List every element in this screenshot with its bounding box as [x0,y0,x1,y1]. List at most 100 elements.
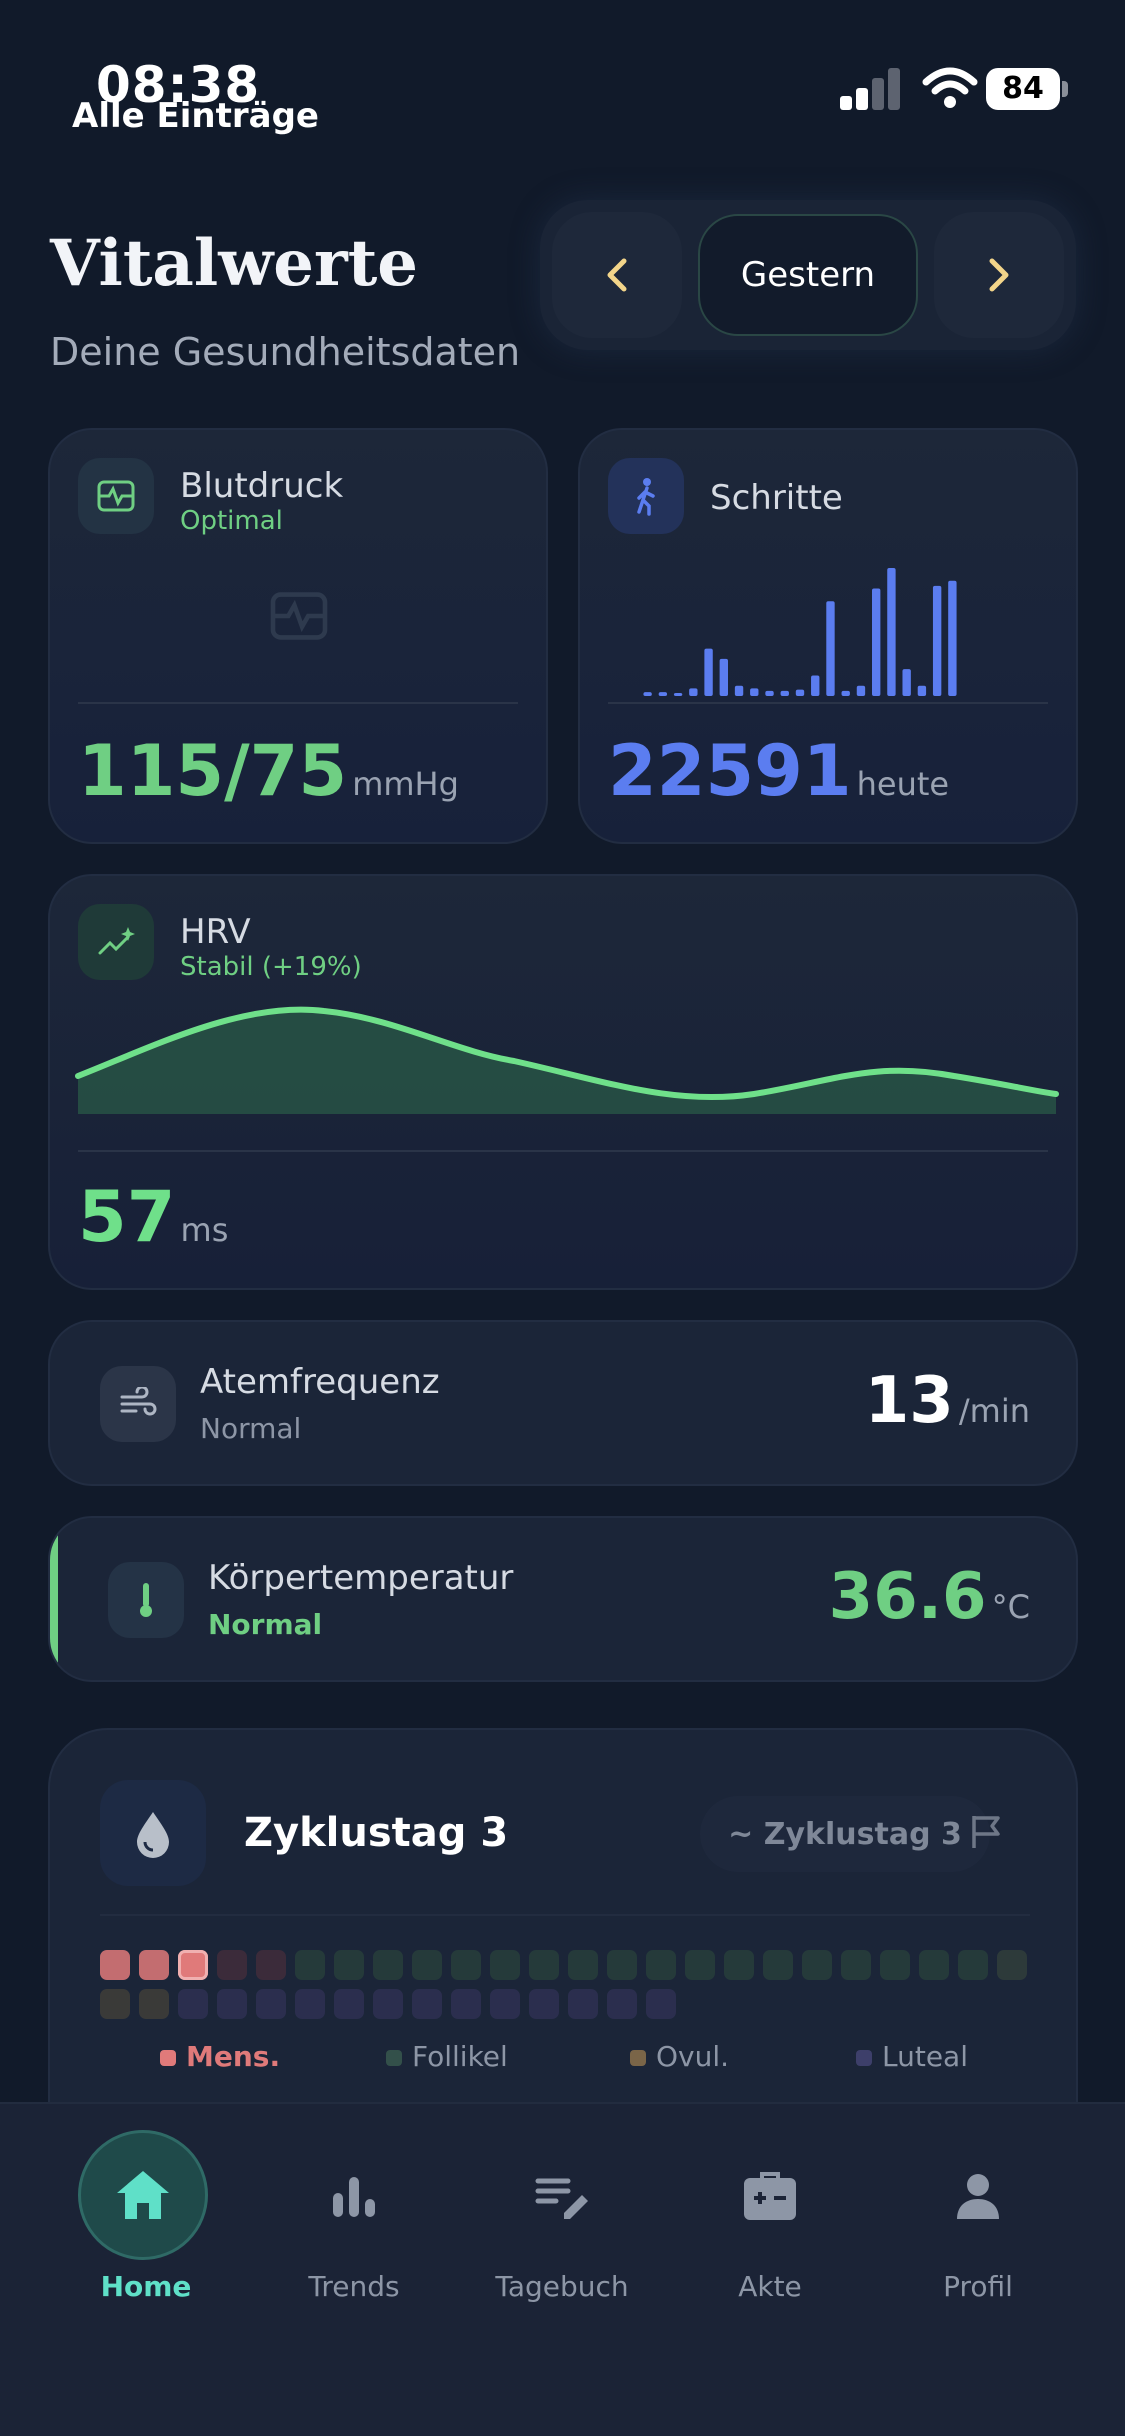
legend-luteal: Luteal [856,2040,1036,2073]
cycle-day-cell [529,1950,559,1980]
cycle-day-cell [100,1989,130,2019]
respiration-value: 13 [864,1364,954,1438]
tab-home-label: Home [100,2270,192,2303]
legend-ovul: Ovul. [630,2040,856,2073]
date-navigator: Gestern [540,200,1076,350]
cycle-title: Zyklustag 3 [244,1810,509,1856]
temperature-label: Körpertemperatur [208,1558,514,1598]
next-day-button[interactable] [934,212,1064,338]
cycle-day-cell [958,1950,988,1980]
cycle-day-cell [607,1950,637,1980]
cycle-day-cell [100,1950,130,1980]
hrv-value: 57 [78,1176,176,1258]
steps-bar [719,658,728,696]
steps-card[interactable]: Schritte 22591 heute [578,428,1078,844]
status-time: 08:38 [96,56,261,114]
page-subtitle: Deine Gesundheitsdaten [50,330,521,374]
cycle-legend: Mens. Follikel Ovul. Luteal [160,2040,1036,2073]
chevron-left-icon [607,258,627,292]
cycle-day-cell [646,1989,676,2019]
cycle-day-cell [139,1950,169,1980]
tab-akte-label: Akte [738,2270,802,2303]
bottom-tab-bar: Home Trends Tagebuch Akte Profil [0,2102,1125,2436]
respiration-status: Normal [200,1412,302,1445]
cycle-day-cell [451,1989,481,2019]
cycle-day-cell [802,1950,832,1980]
temperature-value: 36.6 [828,1560,987,1634]
temperature-card[interactable]: Körpertemperatur Normal 36.6 °C [48,1516,1078,1682]
steps-bar [689,688,698,696]
cycle-day-cell [178,1989,208,2019]
current-date-button[interactable]: Gestern [698,214,918,336]
tab-tagebuch[interactable]: Tagebuch [462,2104,662,2304]
hrv-label: HRV [180,912,251,952]
respiration-label: Atemfrequenz [200,1362,440,1402]
cycle-day-cell [295,1989,325,2019]
steps-bar [765,690,774,696]
steps-bar [750,688,759,696]
steps-unit: heute [856,765,950,803]
hrv-card[interactable]: HRV Stabil (+19%) 57 ms [48,874,1078,1290]
cycle-day-cell [373,1950,403,1980]
heartbeat-icon [78,458,154,534]
tab-tagebuch-label: Tagebuch [495,2270,629,2303]
cycle-day-badge: ~ Zyklustag 3 [700,1796,990,1872]
flag-icon[interactable] [966,1812,1006,1856]
cycle-day-cell [256,1950,286,1980]
cycle-day-cell [490,1989,520,2019]
wifi-icon [922,66,978,110]
cycle-day-cell [529,1989,559,2019]
steps-bar [902,669,911,696]
drop-icon [100,1780,206,1886]
previous-day-button[interactable] [552,212,682,338]
page-title: Vitalwerte [50,226,418,301]
thermometer-icon [108,1562,184,1638]
steps-bar [948,580,957,696]
steps-bar [734,685,744,696]
cycle-day-cell [880,1950,910,1980]
cycle-day-cell [217,1950,247,1980]
steps-bar [704,648,713,696]
cycle-day-cell [412,1989,442,2019]
hrv-unit: ms [180,1211,229,1249]
medical-kit-icon [730,2156,810,2236]
steps-bar [643,692,652,696]
tab-profil[interactable]: Profil [878,2104,1078,2304]
steps-bar [673,693,683,696]
respiration-card[interactable]: Atemfrequenz Normal 13 /min [48,1320,1078,1486]
blood-pressure-label: Blutdruck [180,466,344,506]
cycle-day-cell [997,1950,1027,1980]
walking-icon [608,458,684,534]
hrv-status: Stabil (+19%) [180,952,362,982]
back-to-entries-link[interactable]: Alle Einträge [72,96,319,136]
journal-edit-icon [522,2156,602,2236]
cycle-day-cell [568,1950,598,1980]
blood-pressure-status: Optimal [180,506,283,536]
steps-bar-chart [643,568,957,696]
temperature-unit: °C [991,1588,1030,1626]
cycle-day-cell [490,1950,520,1980]
steps-bar [887,568,896,696]
steps-bar [658,692,668,696]
cycle-day-cell [334,1989,364,2019]
steps-bar [856,685,866,696]
tab-profil-label: Profil [943,2270,1013,2303]
blood-pressure-unit: mmHg [352,765,459,803]
cycle-day-cell [646,1950,676,1980]
blood-pressure-card[interactable]: Blutdruck Optimal 115/75 mmHg [48,428,548,844]
tab-trends[interactable]: Trends [254,2104,454,2304]
cycle-day-cell [568,1989,598,2019]
tab-home[interactable]: Home [46,2104,246,2304]
steps-bar [811,675,820,696]
cycle-day-cell [256,1989,286,2019]
cycle-day-cell [412,1950,442,1980]
tab-akte[interactable]: Akte [670,2104,870,2304]
battery-level: 84 [986,68,1060,110]
temperature-status: Normal [208,1608,323,1641]
sparkle-trend-icon [78,904,154,980]
steps-value: 22591 [608,730,852,812]
battery-icon: 84 [986,68,1068,110]
person-icon [938,2156,1018,2236]
cycle-day-cell [841,1950,871,1980]
legend-mens: Mens. [160,2040,386,2073]
